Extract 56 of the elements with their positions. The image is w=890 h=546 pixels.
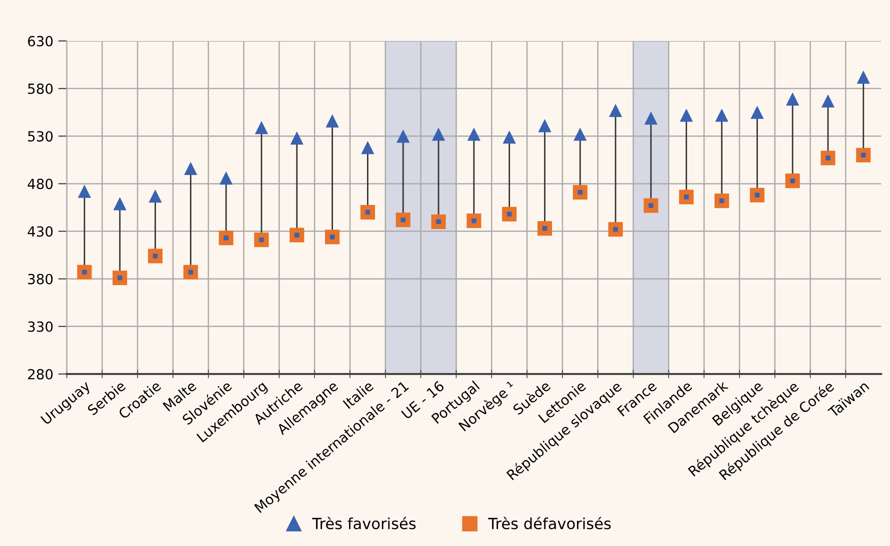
point [325,230,340,244]
y-tick-label: 280 [28,368,53,380]
point [78,184,92,198]
point [113,197,126,210]
y-tick-label: 480 [28,178,53,190]
point [254,232,269,248]
point [856,148,871,162]
point [856,70,870,84]
point [148,248,163,264]
y-tick-label: 580 [28,84,53,94]
point [148,189,162,203]
point [112,270,128,286]
point [715,108,728,122]
point [644,111,658,125]
point [608,222,623,237]
point [396,130,410,143]
point [785,174,800,188]
point [750,188,764,202]
point [432,128,446,141]
point [467,128,481,141]
point [821,94,835,108]
point [218,230,234,246]
point [396,212,410,228]
point [360,204,375,220]
y-tick-label: 530 [28,131,53,142]
point [219,171,233,185]
point [290,131,304,145]
point [77,264,92,280]
point [290,228,304,242]
point [608,104,622,118]
point [502,130,516,144]
point [572,184,588,200]
y-tick-label: 330 [28,321,53,332]
point [537,221,552,236]
point [538,119,552,132]
point [644,198,658,213]
point [680,108,693,122]
legend-label: Très défavorisés [488,516,611,530]
point [184,162,198,176]
y-tick-label: 630 [28,36,53,46]
y-tick-label: 380 [28,274,53,284]
point [679,190,694,204]
point [183,264,198,280]
point [466,214,482,228]
point [820,150,836,166]
y-tick-label: 430 [28,226,53,237]
point [750,106,764,119]
point [574,128,587,141]
point [786,92,800,106]
point [254,120,268,134]
point [502,206,517,222]
point [431,214,446,230]
legend-label: Très favorisés [312,516,416,530]
point [714,194,730,208]
point [326,114,339,128]
point [361,140,374,154]
